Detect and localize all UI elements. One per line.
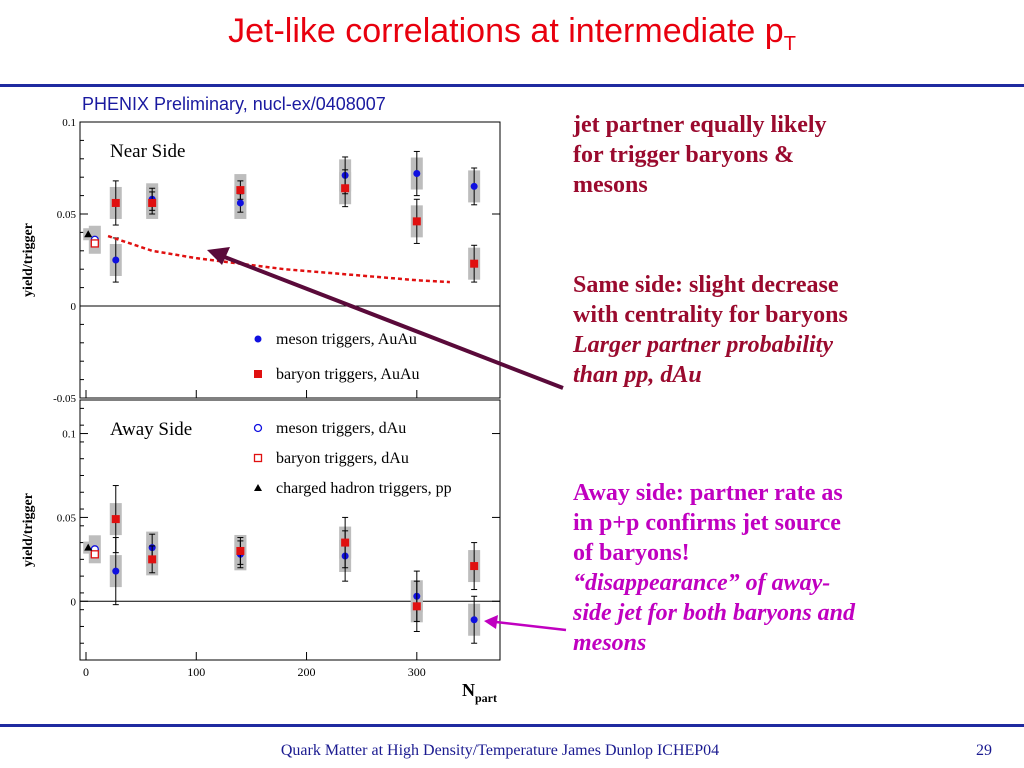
baryon-auau-point — [111, 515, 120, 524]
baryon-auau-point — [470, 562, 479, 571]
y-tick-label: 0.1 — [62, 117, 76, 129]
away-side-arrow-head — [484, 615, 498, 629]
x-tick-label: 300 — [408, 665, 426, 679]
baryon-dau-point — [90, 550, 99, 559]
y-tick-label: 0 — [71, 301, 77, 313]
meson-auau-point — [112, 567, 120, 575]
plot-frame — [79, 121, 501, 399]
annotation-line: of baryons! — [573, 540, 690, 566]
y-tick-label: 0.05 — [57, 209, 77, 221]
away-side-arrow — [495, 620, 567, 632]
legend-label: meson triggers, dAu — [276, 420, 406, 437]
baryon-auau-point — [412, 602, 421, 611]
annotation-same-side: Same side: slight decrease with centrali… — [573, 270, 1013, 390]
baryon-auau-point — [341, 184, 350, 193]
annotation-line: Away side: partner rate as — [573, 480, 843, 506]
legend-marker — [253, 423, 263, 433]
meson-auau-point — [470, 616, 478, 624]
meson-auau-point — [236, 199, 244, 207]
y-axis-label: yield/trigger — [21, 223, 36, 297]
baryon-auau-point — [148, 555, 157, 564]
legend-marker — [254, 370, 262, 378]
baryon-auau-point — [341, 538, 350, 547]
legend-marker — [254, 484, 262, 491]
baryon-auau-point — [148, 198, 157, 207]
panel-label: Near Side — [110, 141, 185, 162]
legend-marker — [253, 453, 263, 463]
panel-label: Away Side — [110, 419, 192, 440]
legend-label: meson triggers, AuAu — [276, 331, 417, 348]
baryon-auau-point — [236, 546, 245, 555]
annotation-line: mesons — [573, 172, 648, 198]
pp-point — [84, 230, 93, 238]
near-side-arrow — [221, 254, 564, 390]
slide-title: Jet-like correlations at intermediate pT — [228, 12, 796, 55]
baryon-dau-point — [90, 239, 99, 248]
annotation-jet-partner: jet partner equally likely for trigger b… — [573, 110, 1013, 200]
legend-label: baryon triggers, AuAu — [276, 366, 420, 383]
annotation-away-side: Away side: partner rate as in p+p confir… — [573, 478, 1013, 658]
y-tick-label: 0.1 — [62, 429, 76, 441]
preliminary-label: PHENIX Preliminary, nucl-ex/0408007 — [82, 94, 386, 114]
top-rule — [0, 84, 1024, 87]
y-tick-label: 0 — [71, 596, 77, 608]
baryon-auau-point — [111, 198, 120, 207]
annotation-line: Same side: slight decrease — [573, 272, 839, 298]
x-tick-label: 0 — [83, 665, 89, 679]
meson-auau-point — [112, 256, 120, 264]
baryon-auau-point — [470, 259, 479, 268]
x-axis-label: N — [462, 680, 475, 700]
annotation-line: for trigger baryons & — [573, 142, 795, 168]
x-axis-label-sub: part — [475, 691, 497, 705]
meson-auau-point — [413, 170, 421, 178]
away-side-panel: 0.1 0.05 0 0 100 200 300 N part yield/trigger Away… — [21, 399, 501, 705]
legend-label: charged hadron triggers, pp — [276, 480, 452, 497]
y-tick-label: -0.05 — [53, 393, 76, 405]
annotation-line: in p+p confirms jet source — [573, 510, 841, 536]
near-side-panel: 0.1 0.05 0 -0.05 yield/trigger Near Side meson… — [21, 117, 501, 405]
plot-frame — [79, 399, 501, 661]
pp-point — [84, 543, 93, 551]
x-tick-label: 200 — [298, 665, 316, 679]
legend-marker — [254, 335, 262, 343]
bottom-rule — [0, 724, 1024, 727]
near-side-arrow-head — [207, 247, 230, 265]
baryon-auau-point — [236, 186, 245, 195]
meson-auau-point — [470, 182, 478, 190]
annotation-line: with centrality for baryons — [573, 302, 848, 328]
y-tick-label: 0.05 — [57, 512, 77, 524]
annotation-italic-line: side jet for both baryons and — [573, 600, 856, 626]
annotation-italic-line: Larger partner probability — [573, 332, 834, 358]
annotation-italic-line: “disappearance” of away- — [573, 570, 831, 596]
x-tick-label: 100 — [187, 665, 205, 679]
annotation-italic-line: than pp, dAu — [573, 362, 702, 388]
legend-label: baryon triggers, dAu — [276, 450, 409, 467]
y-axis-label: yield/trigger — [21, 493, 36, 567]
footer-text: Quark Matter at High Density/Temperature… — [280, 742, 720, 759]
page-number: 29 — [976, 742, 992, 759]
annotation-arrows — [207, 247, 567, 632]
baryon-auau-point — [412, 217, 421, 226]
annotation-line: jet partner equally likely — [573, 112, 827, 138]
annotation-italic-line: mesons — [573, 630, 647, 656]
